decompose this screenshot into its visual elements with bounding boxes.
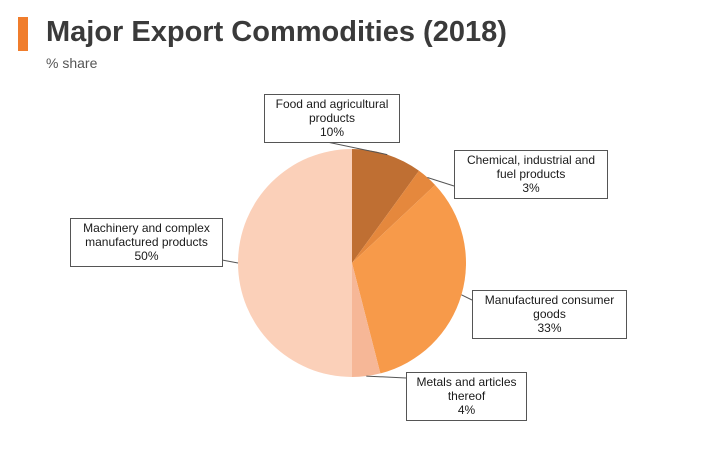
pie-slice-4 — [352, 263, 381, 377]
pie-slices — [238, 149, 467, 377]
chart-title: Major Export Commodities (2018) — [46, 16, 507, 48]
slice-name-label: Metals and articles — [416, 375, 516, 389]
label-box — [454, 150, 608, 199]
pie-slice-3 — [352, 184, 467, 374]
leader-line — [427, 177, 455, 187]
chart-subtitle: % share — [46, 55, 98, 71]
slice-name-label: Chemical, industrial and — [467, 153, 595, 167]
slice-name-label: Food and agricultural — [276, 97, 389, 111]
slice-name-label: manufactured products — [85, 235, 208, 249]
pie-slice-2 — [352, 170, 436, 263]
slice-name-label: thereof — [448, 389, 486, 403]
label-box — [264, 94, 400, 143]
slice-name-label: products — [309, 111, 355, 125]
leader-line — [366, 375, 407, 379]
slice-value-label: 3% — [522, 181, 540, 195]
slice-name-label: Manufactured consumer — [485, 293, 614, 307]
pie-slice-5 — [238, 149, 352, 377]
label-box — [406, 372, 527, 421]
title-accent-bar — [18, 17, 28, 51]
slice-value-label: 50% — [134, 249, 158, 263]
slice-value-label: 33% — [537, 321, 561, 335]
slice-name-label: fuel products — [497, 167, 566, 181]
label-box — [70, 218, 223, 267]
leader-line — [461, 294, 473, 301]
pie-slice-1 — [352, 149, 420, 263]
label-box — [472, 290, 627, 339]
slice-name-label: Machinery and complex — [83, 221, 210, 235]
leader-line — [221, 259, 239, 264]
slice-value-label: 4% — [458, 403, 476, 417]
leader-line — [326, 141, 388, 156]
slice-name-label: goods — [533, 307, 566, 321]
slice-value-label: 10% — [320, 125, 344, 139]
